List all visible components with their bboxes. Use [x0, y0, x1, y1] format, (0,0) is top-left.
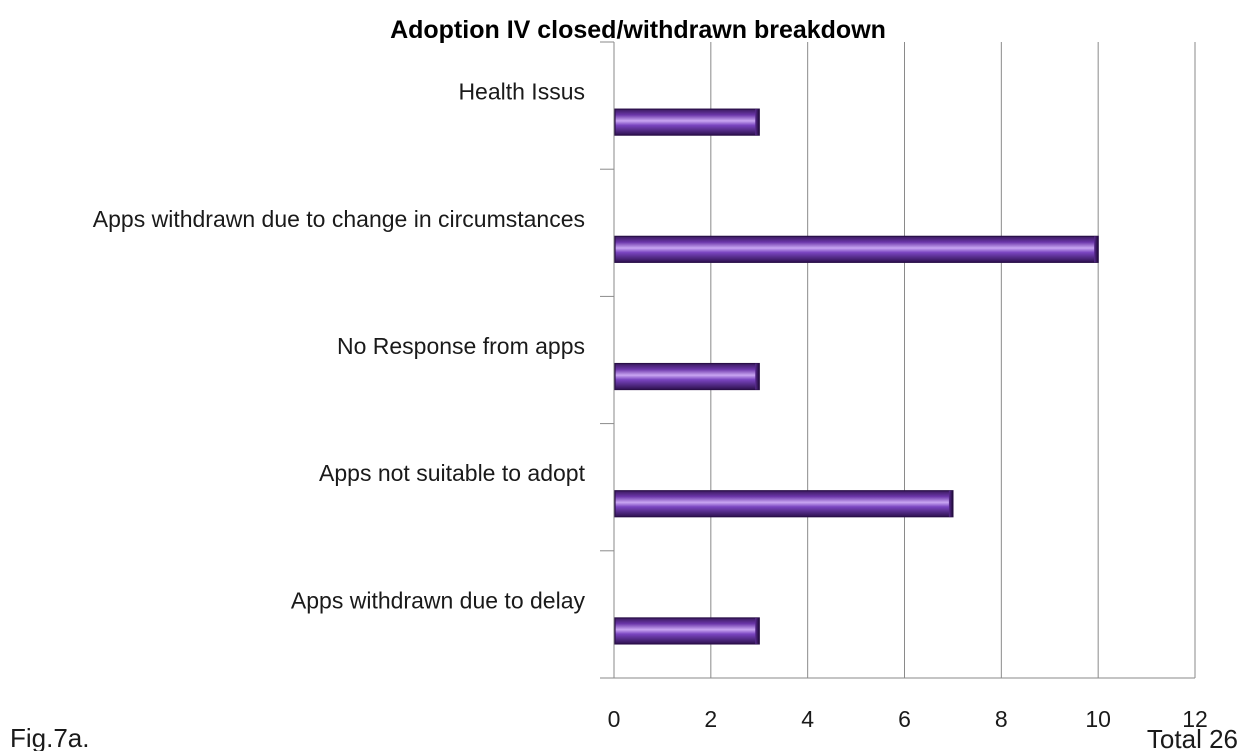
x-tick-label-0: 0 — [608, 706, 621, 732]
x-tick-labels: 0 2 4 6 8 10 12 — [608, 706, 1208, 732]
bar-end-cap — [755, 617, 760, 644]
category-label-5: Apps withdrawn due to delay — [291, 587, 586, 613]
bar-1 — [614, 108, 760, 136]
chart-title: Adoption IV closed/withdrawn breakdown — [390, 16, 886, 44]
bar-body — [614, 490, 954, 518]
bar-body — [614, 617, 760, 645]
bar-end-cap — [755, 109, 760, 136]
x-tick-label-8: 8 — [995, 706, 1008, 732]
bar-5 — [614, 617, 760, 645]
category-label-2: Apps withdrawn due to change in circumst… — [93, 206, 585, 232]
bar-2 — [614, 235, 1099, 263]
bar-end-cap — [1094, 236, 1099, 263]
bar-layer — [614, 108, 1099, 645]
category-labels: Health Issus Apps withdrawn due to change… — [93, 79, 586, 614]
x-tick-label-10: 10 — [1085, 706, 1111, 732]
bar-end-cap — [755, 363, 760, 390]
grid-layer — [710, 42, 1196, 678]
x-tick-label-12: 12 — [1182, 706, 1208, 732]
bar-body — [614, 235, 1099, 263]
total-label: Total 26 — [1147, 724, 1238, 751]
category-label-4: Apps not suitable to adopt — [319, 460, 586, 486]
category-label-1: Health Issus — [458, 79, 585, 105]
category-label-3: No Response from apps — [337, 333, 585, 359]
x-tick-label-2: 2 — [704, 706, 717, 732]
figure-label: Fig.7a. — [10, 723, 90, 751]
bar-body — [614, 108, 760, 136]
bar-3 — [614, 362, 760, 391]
bar-end-cap — [948, 490, 953, 517]
x-tick-label-6: 6 — [898, 706, 911, 732]
x-tick-label-4: 4 — [801, 706, 814, 732]
bar-4 — [614, 490, 954, 518]
bar-body — [614, 362, 760, 391]
axis-layer — [600, 41, 1195, 679]
